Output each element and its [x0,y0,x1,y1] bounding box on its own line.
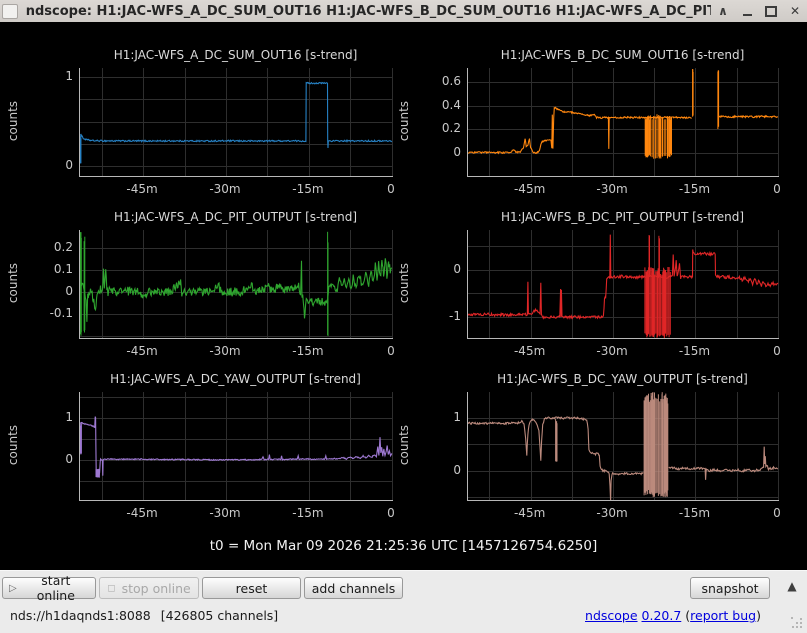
y-axis-label-wfs-b-sum: counts [397,100,411,142]
start-online-button[interactable]: ▷ start online [2,573,96,603]
close-button[interactable]: ✕ [789,4,801,18]
xtick-wfs-a-pit: -30m [209,344,241,358]
paren-close: ) [756,608,761,623]
plot-canvas-wfs-b-pit[interactable] [467,230,779,339]
xtick-wfs-a-sum: -30m [209,182,241,196]
plot-title-wfs-b-yaw: H1:JAC-WFS_B_DC_YAW_OUTPUT [s-trend] [497,372,748,386]
minimize-icon [742,14,752,16]
ytick-wfs-b-pit: 0 [453,261,461,276]
shade-button[interactable]: ∧ [718,4,728,18]
plot-canvas-wfs-a-sum[interactable] [79,68,393,177]
xtick-wfs-a-yaw: -30m [209,506,241,520]
y-axis-label-wfs-b-yaw: counts [397,424,411,466]
ytick-wfs-a-sum: 1 [65,68,73,83]
ytick-wfs-b-sum: 0 [453,144,461,159]
xtick-wfs-a-yaw: -45m [126,506,158,520]
xtick-wfs-b-yaw: -15m [678,506,711,520]
ytick-wfs-b-pit: -1 [449,308,461,323]
xtick-wfs-a-pit: -45m [126,344,158,358]
xtick-wfs-a-pit: -15m [292,344,324,358]
plot-title-wfs-a-yaw: H1:JAC-WFS_A_DC_YAW_OUTPUT [s-trend] [110,372,361,386]
y-axis-label-wfs-a-pit: counts [6,262,20,304]
app-icon [2,3,18,19]
server-status: nds://h1daqnds1:8088 [426805 channels] [10,608,278,623]
server-address: nds://h1daqnds1:8088 [10,608,151,623]
ytick-wfs-a-pit: -0.1 [49,306,73,321]
plot-title-wfs-b-sum: H1:JAC-WFS_B_DC_SUM_OUT16 [s-trend] [500,48,745,62]
plot-canvas-wfs-b-yaw[interactable] [467,392,779,501]
ytick-wfs-b-yaw: 1 [453,409,461,424]
ytick-wfs-b-sum: 0.6 [441,74,461,89]
xtick-wfs-b-yaw: -30m [596,506,628,520]
xtick-wfs-a-yaw: -15m [292,506,324,520]
plot-title-wfs-b-pit: H1:JAC-WFS_B_DC_PIT_OUTPUT [s-trend] [500,210,745,224]
plot-canvas-wfs-a-yaw[interactable] [79,392,393,501]
xtick-wfs-b-sum: 0 [773,182,781,196]
plot-canvas-wfs-a-pit[interactable] [79,230,393,339]
window-titlebar[interactable]: ndscope: H1:JAC-WFS_A_DC_SUM_OUT16 H1:JA… [0,0,807,23]
xtick-wfs-b-pit: -45m [513,344,546,358]
statusbar: nds://h1daqnds1:8088 [426805 channels] nd… [0,601,807,633]
snapshot-button[interactable]: snapshot [690,577,770,599]
xtick-wfs-a-yaw: 0 [387,506,395,520]
resize-grip[interactable] [791,617,803,629]
y-axis-label-wfs-a-yaw: counts [6,424,20,466]
xtick-wfs-b-pit: -30m [596,344,628,358]
ytick-wfs-b-sum: 0.4 [441,97,461,112]
y-axis-label-wfs-b-pit: counts [397,262,411,304]
minimize-button[interactable] [735,0,759,22]
plot-canvas-wfs-b-sum[interactable] [467,68,779,177]
xtick-wfs-b-yaw: -45m [513,506,546,520]
maximize-icon [765,6,777,17]
channel-count: [426805 channels] [160,608,279,623]
plot-title-wfs-a-pit: H1:JAC-WFS_A_DC_PIT_OUTPUT [s-trend] [113,210,358,224]
ytick-wfs-a-pit: 0.1 [53,262,73,277]
play-icon: ▷ [9,582,17,594]
ytick-wfs-a-yaw: 0 [65,452,73,467]
stop-icon: ◻ [107,582,116,594]
paren-open: ( [685,608,691,623]
xtick-wfs-a-sum: -15m [292,182,324,196]
plot-grid: t0 = Mon Mar 09 2026 21:25:36 UTC [14571… [0,22,807,570]
add-channels-button[interactable]: add channels [304,577,403,599]
ytick-wfs-a-pit: 0.2 [53,240,73,255]
xtick-wfs-b-sum: -15m [678,182,711,196]
reset-button[interactable]: reset [202,577,301,599]
xtick-wfs-b-pit: -15m [678,344,711,358]
ytick-wfs-b-yaw: 0 [453,462,461,477]
xtick-wfs-a-pit: 0 [387,344,395,358]
xtick-wfs-a-sum: -45m [126,182,158,196]
toolbar: ▷ start online ◻ stop online reset add cha… [0,570,807,603]
window-title: ndscope: H1:JAC-WFS_A_DC_SUM_OUT16 H1:JA… [25,3,711,19]
t0-label: t0 = Mon Mar 09 2026 21:25:36 UTC [14571… [209,538,598,554]
stop-online-button[interactable]: ◻ stop online [99,577,199,599]
xtick-wfs-b-yaw: 0 [773,506,781,520]
maximize-button[interactable] [759,0,783,22]
xtick-wfs-b-pit: 0 [773,344,781,358]
version-link[interactable]: 0.20.7 [641,608,682,623]
plot-title-wfs-a-sum: H1:JAC-WFS_A_DC_SUM_OUT16 [s-trend] [113,48,358,62]
xtick-wfs-b-sum: -30m [596,182,628,196]
ndscope-link[interactable]: ndscope [585,608,638,623]
report-bug-link[interactable]: report bug [690,608,757,623]
ytick-wfs-b-sum: 0.2 [441,121,461,136]
expand-panel-icon[interactable]: ▲ [787,579,797,593]
about-links: ndscope 0.20.7 (report bug) [585,608,761,623]
y-axis-label-wfs-a-sum: counts [6,100,20,142]
xtick-wfs-a-sum: 0 [387,182,395,196]
ytick-wfs-a-sum: 0 [65,158,73,173]
xtick-wfs-b-sum: -45m [513,182,546,196]
ytick-wfs-a-pit: 0 [65,284,73,299]
ytick-wfs-a-yaw: 1 [65,410,73,425]
